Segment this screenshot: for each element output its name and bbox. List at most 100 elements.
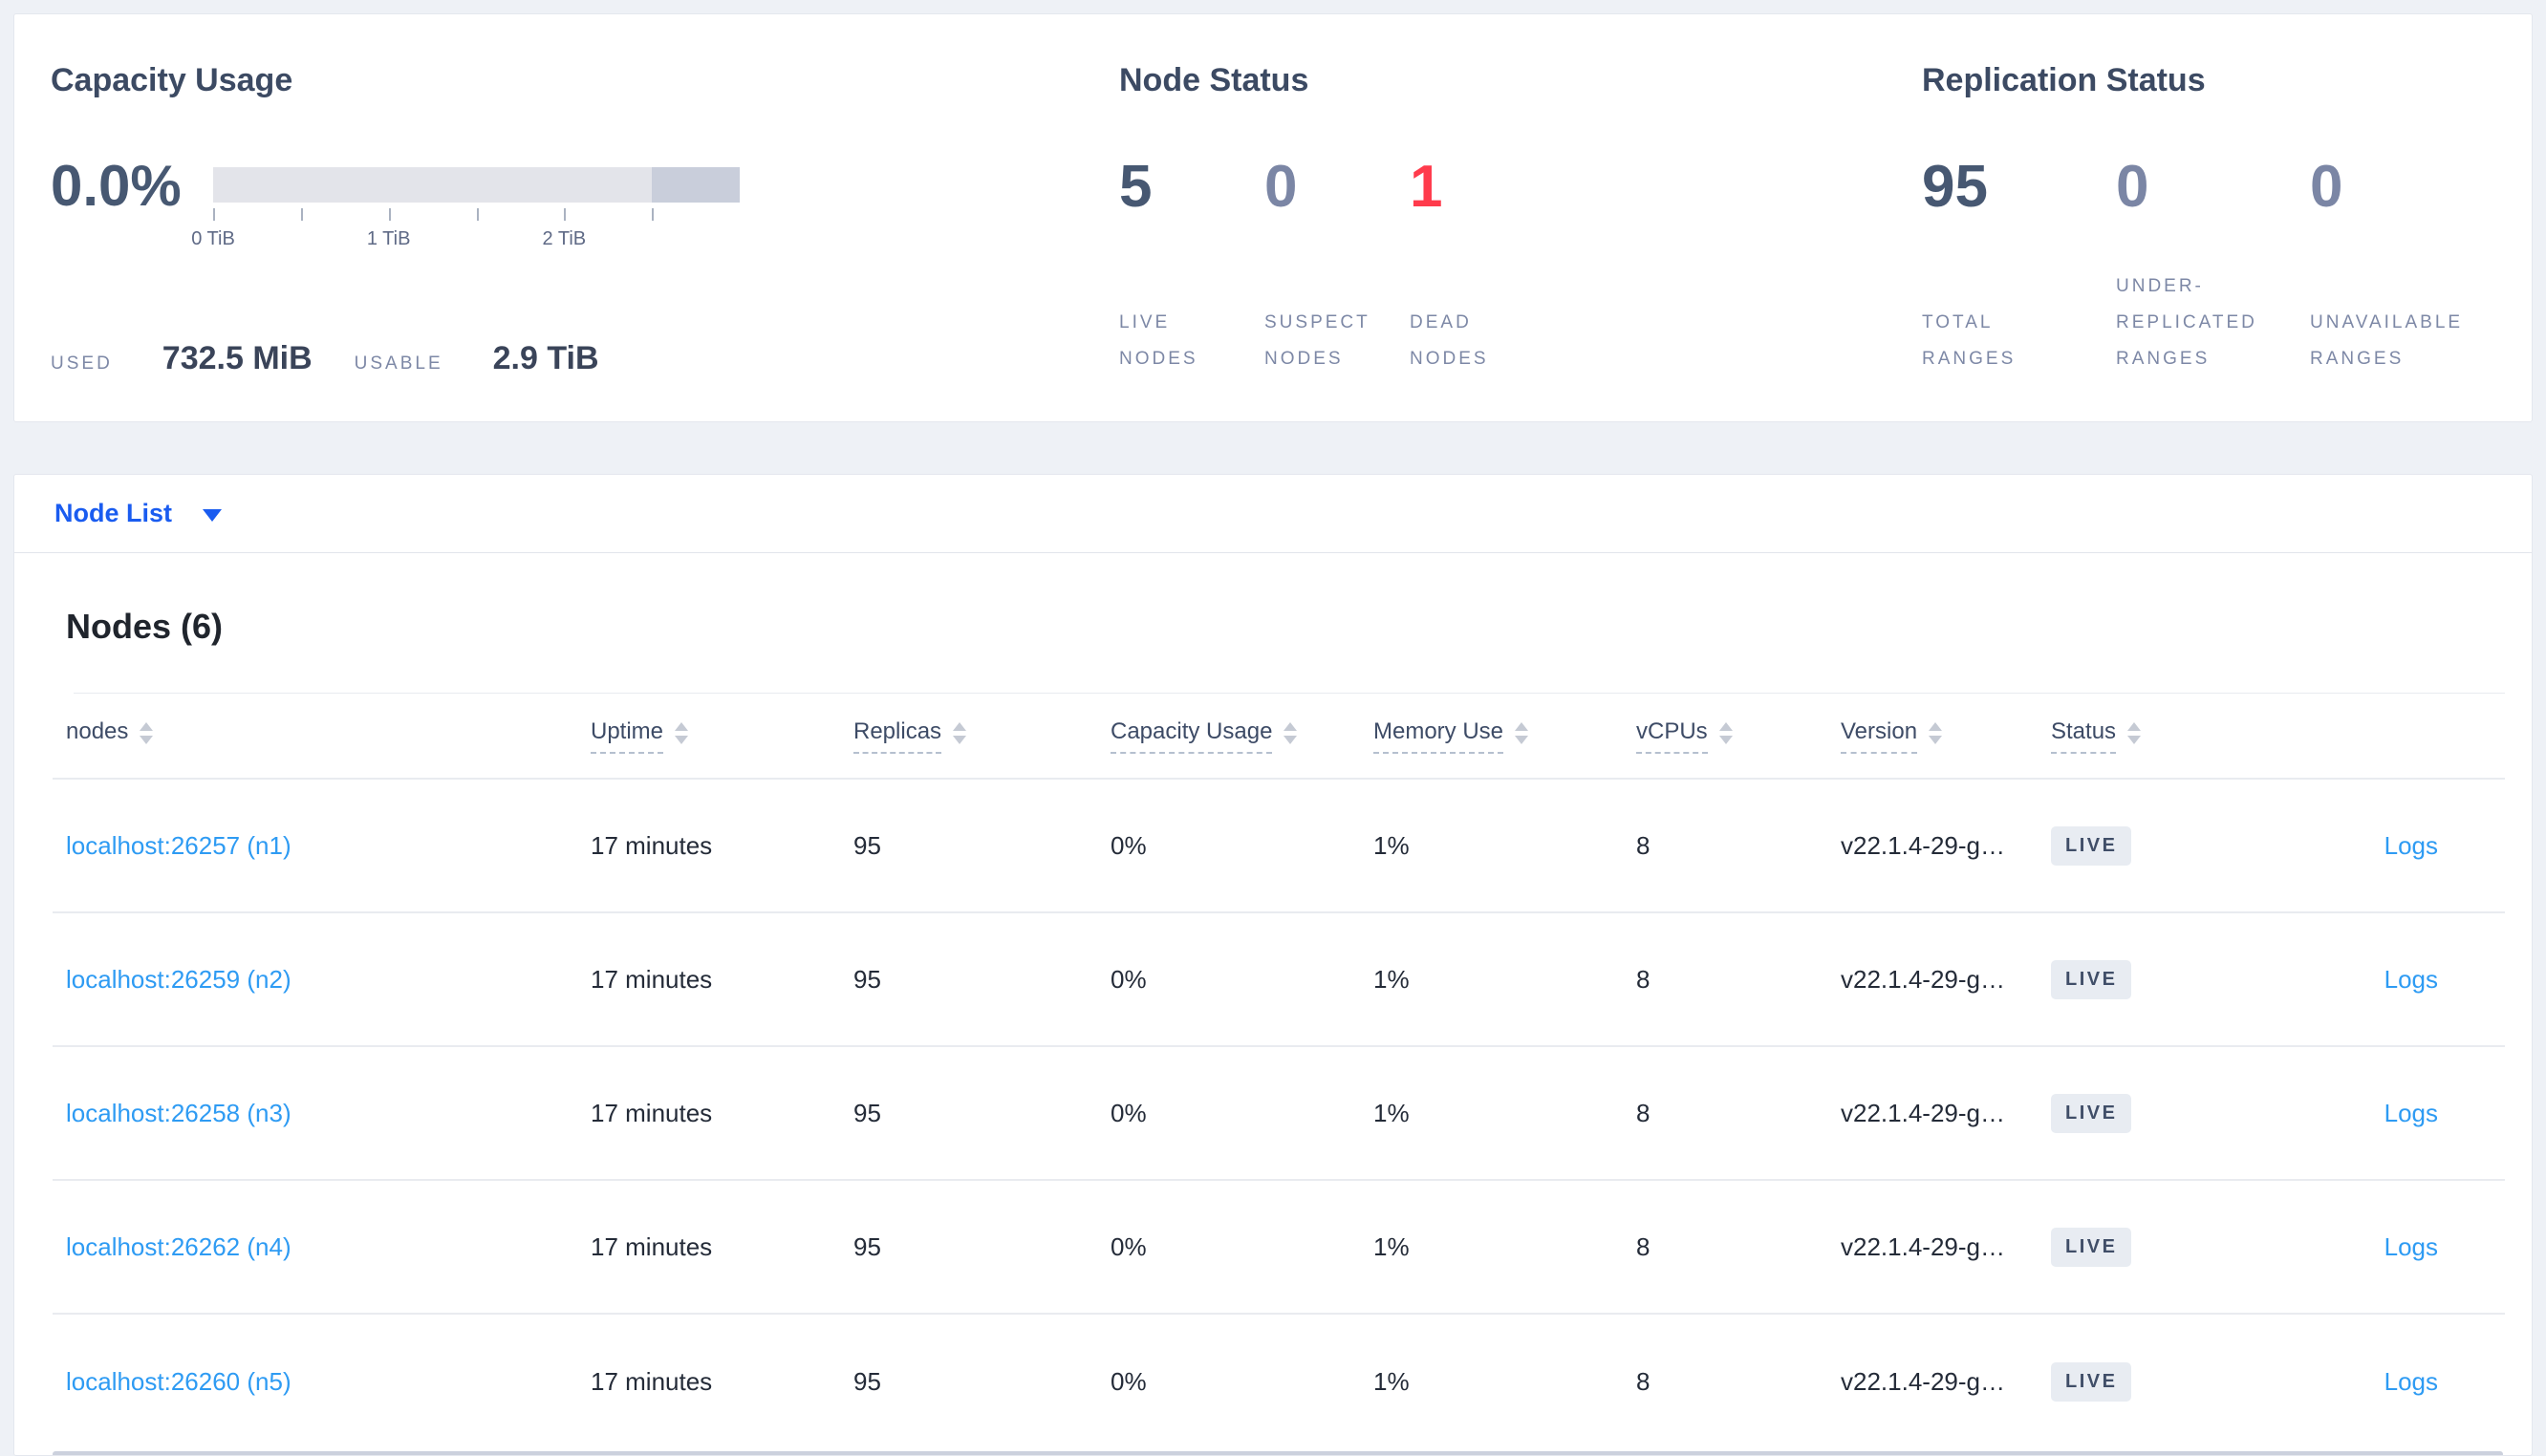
total-ranges-label: TOTAL RANGES: [1922, 312, 2017, 369]
uptime-cell: 17 minutes: [591, 1231, 713, 1261]
horizontal-scrollbar[interactable]: [53, 1451, 2503, 1455]
logs-link[interactable]: Logs: [2384, 1231, 2438, 1261]
under-replicated-ranges-label: UNDER- REPLICATED RANGES: [2116, 276, 2257, 369]
node-status-title: Node Status: [1119, 62, 1309, 98]
axis-tick: [652, 208, 655, 221]
axis-tick: [213, 208, 215, 221]
column-header-label: Uptime: [591, 718, 664, 754]
logs-cell: Logs: [2261, 965, 2505, 995]
cluster-summary-card: Capacity Usage 0.0% 0 TiB 1 TiB 2 TiB US…: [13, 13, 2533, 422]
under-replicated-ranges-value: 0: [2116, 154, 2149, 220]
replication-status-group: Replication Status 95 0 0 TOTAL RANGES U…: [1922, 14, 2534, 421]
capacity-percent-value: 0.0%: [51, 154, 182, 218]
status-badge: LIVE: [2051, 1227, 2132, 1267]
sort-up-arrow: [1515, 721, 1529, 731]
logs-link[interactable]: Logs: [2384, 1098, 2438, 1127]
capacity-usage-group: Capacity Usage 0.0% 0 TiB 1 TiB 2 TiB US…: [51, 14, 1102, 421]
replicas-cell: 95: [853, 1366, 881, 1396]
node-status-group: Node Status 5 0 1 LIVE NODES SUSPECT NOD…: [1119, 14, 1845, 421]
logs-cell: Logs: [2261, 831, 2505, 861]
nodes-table: nodes Uptime Replicas Capacity Usage Memory …: [53, 694, 2505, 1448]
sort-down-arrow: [1718, 735, 1733, 744]
sort-down-arrow: [1515, 735, 1529, 744]
status-cell: LIVE: [2051, 825, 2261, 866]
total-ranges-value: 95: [1922, 154, 1988, 220]
suspect-nodes-label: SUSPECT NODES: [1264, 312, 1370, 369]
capacity-bar-reserved-segment: [652, 167, 740, 203]
node-list-dropdown[interactable]: Node List: [54, 499, 223, 528]
node-list-dropdown-label: Node List: [54, 499, 173, 527]
vcpus-cell: 8: [1636, 830, 1651, 860]
vcpus-cell: 8: [1636, 1098, 1651, 1127]
capacity-usage-title: Capacity Usage: [51, 62, 293, 98]
replicas-cell: 95: [853, 1098, 881, 1127]
column-header-label: vCPUs: [1636, 718, 1708, 754]
axis-tick: [388, 208, 391, 221]
sort-down-arrow: [1929, 735, 1943, 744]
capacity-cell: 0%: [1111, 964, 1147, 994]
uptime-cell: 17 minutes: [591, 1098, 713, 1127]
column-header-nodes[interactable]: nodes: [66, 718, 591, 754]
node-link[interactable]: localhost:26258 (n3): [66, 1098, 291, 1127]
vcpus-cell: 8: [1636, 964, 1651, 994]
sort-up-arrow: [2127, 721, 2142, 731]
column-header-status[interactable]: Status: [2051, 718, 2261, 754]
replicas-cell: 95: [853, 1231, 881, 1261]
live-nodes-label: LIVE NODES: [1119, 312, 1198, 369]
capacity-cell: 0%: [1111, 830, 1147, 860]
memory-cell: 1%: [1373, 1366, 1410, 1396]
axis-label: 0 TiB: [191, 228, 235, 249]
divider: [74, 693, 2505, 694]
axis-tick: [564, 208, 567, 221]
sort-icon: [140, 721, 154, 744]
nodes-cell: localhost:26259 (n2): [66, 965, 591, 995]
dead-nodes-value: 1: [1410, 154, 1443, 220]
column-header-memory[interactable]: Memory Use: [1373, 718, 1636, 754]
replicas-cell: 95: [853, 830, 881, 860]
table-body: localhost:26257 (n1) 17 minutes 95 0% 1% 8 v22…: [53, 780, 2505, 1448]
axis-label: 2 TiB: [542, 228, 587, 249]
column-header-label: Replicas: [853, 718, 942, 754]
status-cell: LIVE: [2051, 1361, 2261, 1402]
sort-up-arrow: [1718, 721, 1733, 731]
uptime-cell: 17 minutes: [591, 830, 713, 860]
sort-up-arrow: [1929, 721, 1943, 731]
table-row: localhost:26257 (n1) 17 minutes 95 0% 1% 8 v22…: [53, 780, 2505, 913]
table-row: localhost:26262 (n4) 17 minutes 95 0% 1% 8 v22…: [53, 1181, 2505, 1315]
sort-down-arrow: [675, 735, 689, 744]
capacity-bar: [213, 167, 740, 203]
axis-label: 1 TiB: [366, 228, 411, 249]
column-header-uptime[interactable]: Uptime: [591, 718, 853, 754]
column-header-label: Version: [1841, 718, 1918, 754]
memory-cell: 1%: [1373, 964, 1410, 994]
used-value: 732.5 MiB: [162, 340, 313, 376]
status-badge: LIVE: [2051, 959, 2132, 999]
capacity-cell: 0%: [1111, 1366, 1147, 1396]
status-cell: LIVE: [2051, 959, 2261, 999]
node-link[interactable]: localhost:26259 (n2): [66, 964, 291, 994]
table-row: localhost:26259 (n2) 17 minutes 95 0% 1% 8 v22…: [53, 913, 2505, 1047]
memory-cell: 1%: [1373, 830, 1410, 860]
nodes-cell: localhost:26260 (n5): [66, 1367, 591, 1397]
memory-cell: 1%: [1373, 1098, 1410, 1127]
nodes-cell: localhost:26257 (n1): [66, 831, 591, 861]
table-row: localhost:26260 (n5) 17 minutes 95 0% 1% 8 v22…: [53, 1315, 2505, 1448]
column-header-replicas[interactable]: Replicas: [853, 718, 1111, 754]
column-header-label: nodes: [66, 717, 129, 744]
column-header-capacity[interactable]: Capacity Usage: [1111, 718, 1373, 754]
status-badge: LIVE: [2051, 1361, 2132, 1402]
logs-link[interactable]: Logs: [2384, 964, 2438, 994]
node-link[interactable]: localhost:26257 (n1): [66, 830, 291, 860]
vcpus-cell: 8: [1636, 1231, 1651, 1261]
node-link[interactable]: localhost:26260 (n5): [66, 1366, 291, 1396]
node-link[interactable]: localhost:26262 (n4): [66, 1231, 291, 1261]
logs-link[interactable]: Logs: [2384, 1366, 2438, 1396]
logs-link[interactable]: Logs: [2384, 830, 2438, 860]
column-header-version[interactable]: Version: [1841, 718, 2051, 754]
dead-nodes-label: DEAD NODES: [1410, 312, 1489, 369]
suspect-nodes-value: 0: [1264, 154, 1298, 220]
column-header-vcpus[interactable]: vCPUs: [1636, 718, 1841, 754]
sort-icon: [2127, 721, 2142, 744]
capacity-cell: 0%: [1111, 1098, 1147, 1127]
version-cell: v22.1.4-29-g…: [1841, 1366, 2005, 1396]
